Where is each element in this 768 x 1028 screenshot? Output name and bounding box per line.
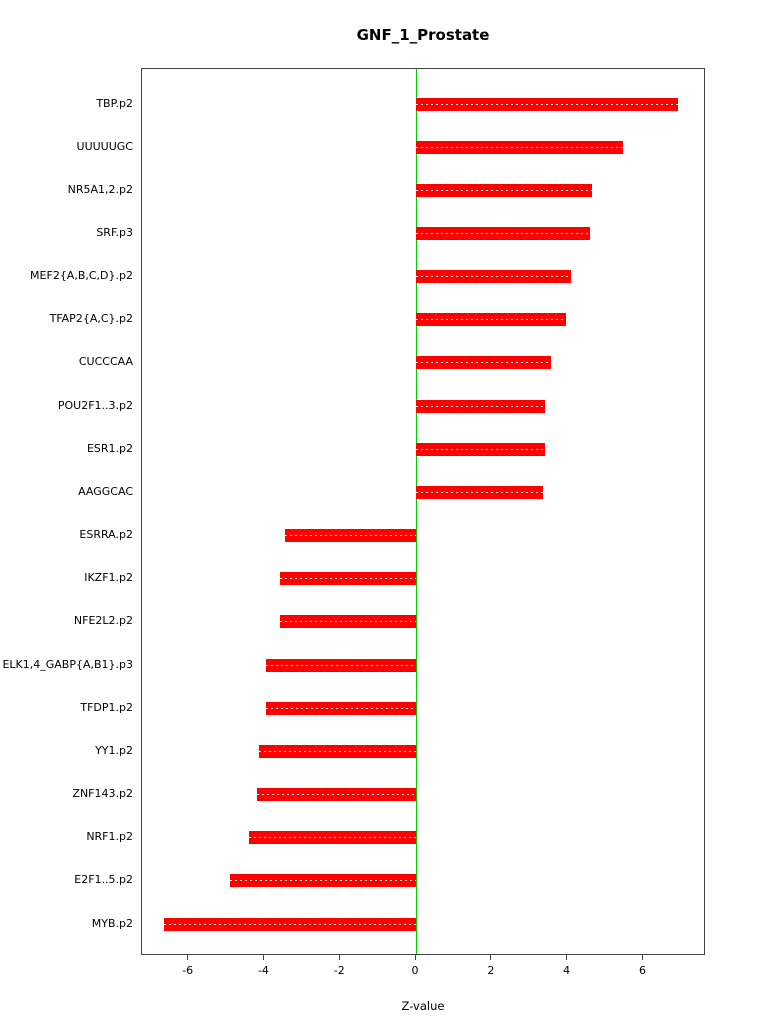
category-label: MYB.p2 xyxy=(91,916,133,930)
x-tick-mark xyxy=(490,955,492,960)
x-tick-mark xyxy=(187,955,189,960)
bar xyxy=(416,485,543,499)
category-label: NRF1.p2 xyxy=(86,830,133,844)
x-tick-mark xyxy=(641,955,643,960)
bar xyxy=(416,313,566,327)
x-tick-label: 4 xyxy=(563,964,571,977)
x-tick-label: -6 xyxy=(182,964,194,977)
x-tick-label: -4 xyxy=(257,964,269,977)
bar xyxy=(266,701,417,715)
category-label: UUUUUGC xyxy=(76,139,133,153)
category-label: ZNF143.p2 xyxy=(72,787,133,801)
bar xyxy=(230,874,417,888)
bar xyxy=(258,744,417,758)
category-label: TFDP1.p2 xyxy=(80,700,133,714)
y-axis-labels: TBP.p2 UUUUUGC NR5A1,2.p2 SRF.p3 MEF2{A,B,C,… xyxy=(0,68,133,955)
bar xyxy=(266,658,417,672)
category-label: YY1.p2 xyxy=(95,743,133,757)
x-tick-mark xyxy=(338,955,340,960)
x-tick-label: -2 xyxy=(333,964,345,977)
bar xyxy=(285,529,417,543)
category-label: POU2F1..3.p2 xyxy=(57,398,133,412)
category-label: TFAP2{A,C}.p2 xyxy=(49,312,133,326)
bar xyxy=(416,97,678,111)
x-tick-label: 2 xyxy=(487,964,495,977)
bar xyxy=(279,572,417,586)
category-label: ELK1,4_GABP{A,B1}.p3 xyxy=(2,657,133,671)
category-label: TBP.p2 xyxy=(96,96,133,110)
x-tick-mark xyxy=(262,955,264,960)
category-label: NR5A1,2.p2 xyxy=(67,182,133,196)
category-label: CUCCCAA xyxy=(78,355,133,369)
x-tick-mark xyxy=(414,955,416,960)
category-label: MEF2{A,B,C,D}.p2 xyxy=(30,269,133,283)
bar xyxy=(416,356,551,370)
x-tick-label: 6 xyxy=(638,964,646,977)
zero-line xyxy=(415,69,417,954)
bar xyxy=(416,140,623,154)
bar xyxy=(256,788,417,802)
category-label: NFE2L2.p2 xyxy=(73,614,133,628)
bar xyxy=(279,615,417,629)
bar xyxy=(249,831,417,845)
category-label: IKZF1.p2 xyxy=(84,571,133,585)
plot-area xyxy=(141,68,705,955)
bar xyxy=(416,226,591,240)
x-axis-title: Z-value xyxy=(401,999,445,1013)
category-label: E2F1..5.p2 xyxy=(74,873,133,887)
category-label: ESRRA.p2 xyxy=(79,528,133,542)
x-axis: -6 -4 -2 0 2 4 6 xyxy=(141,955,705,995)
bar xyxy=(416,270,572,284)
category-label: ESR1.p2 xyxy=(86,441,133,455)
x-tick-label: 0 xyxy=(411,964,419,977)
chart-title: GNF_1_Prostate xyxy=(356,26,490,44)
bar xyxy=(416,399,545,413)
x-tick-mark xyxy=(566,955,568,960)
bar xyxy=(416,183,593,197)
bar xyxy=(163,917,417,931)
category-label: SRF.p3 xyxy=(96,225,133,239)
category-label: AAGGCAC xyxy=(78,484,133,498)
bar xyxy=(416,442,545,456)
